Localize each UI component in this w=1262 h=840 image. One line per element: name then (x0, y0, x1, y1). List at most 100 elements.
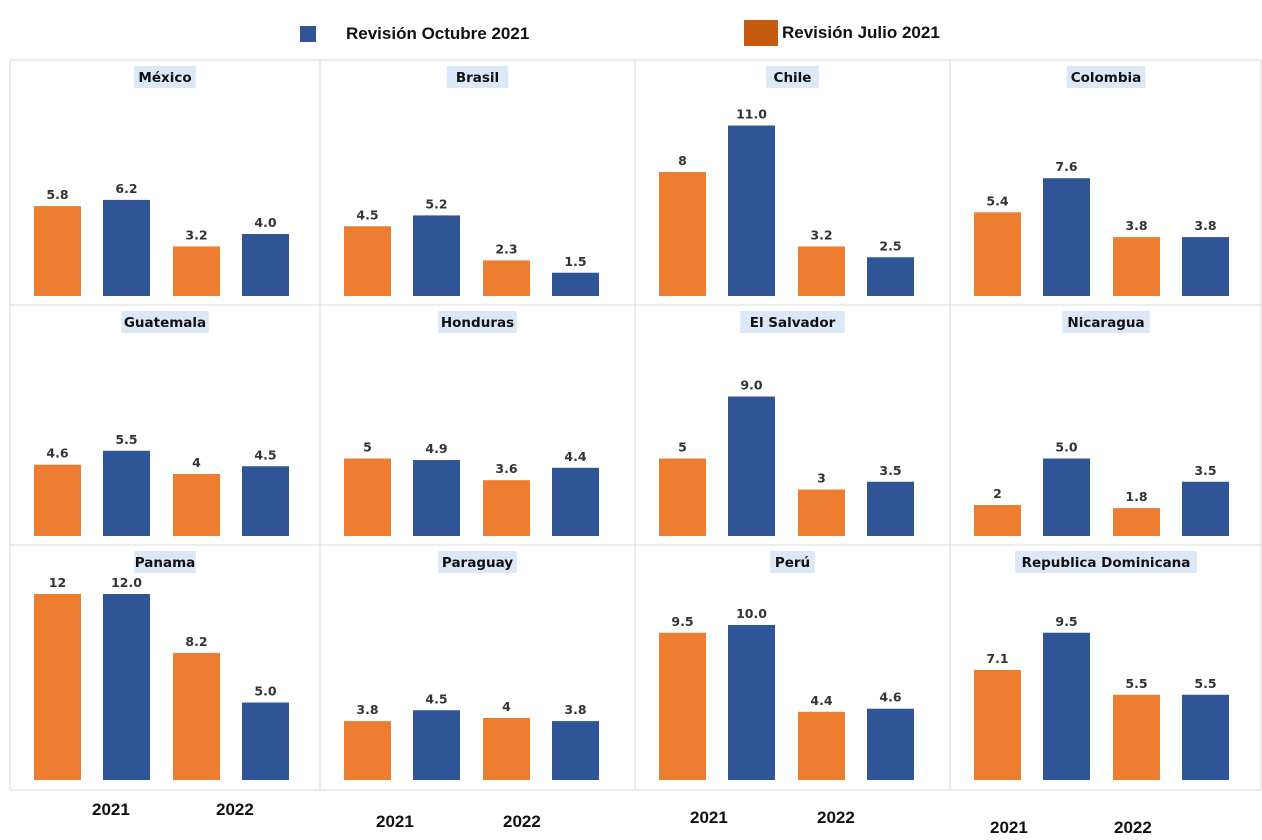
bar-2022-octubre (242, 466, 289, 536)
chart-title-background (770, 551, 815, 573)
data-label: 10.0 (736, 606, 767, 621)
data-label: 3.8 (564, 702, 586, 717)
chart-title: Paraguay (442, 555, 513, 571)
data-label: 4.0 (254, 215, 276, 230)
bar-2021-julio (974, 505, 1021, 536)
chart-title-background (1066, 66, 1146, 88)
data-label: 6.2 (115, 181, 137, 196)
bar-2021-octubre (413, 460, 460, 536)
x-axis-year-label: 2021 (92, 800, 130, 819)
bar-2022-octubre (867, 257, 914, 296)
bar-2021-julio (659, 172, 706, 296)
x-axis-year-label: 2021 (690, 808, 728, 827)
bar-2021-octubre (728, 125, 775, 296)
legend-item-julio: Revisión Julio 2021 (744, 20, 940, 46)
bar-2022-octubre (1182, 481, 1229, 536)
chart-panel-chile: Chile 8 11.0 3.2 2.5 (659, 66, 914, 296)
bar-2021-julio (344, 721, 391, 780)
data-label: 7.1 (986, 651, 1008, 666)
legend: Revisión Octubre 2021 Revisión Julio 202… (0, 0, 1262, 60)
bar-2022-octubre (242, 702, 289, 780)
chart-title: México (138, 70, 191, 86)
data-label: 5.5 (115, 432, 137, 447)
data-label: 3.8 (1194, 218, 1216, 233)
data-label: 12.0 (111, 575, 142, 590)
bar-2021-octubre (728, 396, 775, 536)
bar-2022-octubre (867, 708, 914, 780)
data-label: 4.6 (879, 690, 901, 705)
bar-2021-julio (344, 458, 391, 536)
data-label: 2.3 (495, 241, 517, 256)
data-label: 5 (678, 440, 687, 455)
chart-title: Republica Dominicana (1022, 555, 1191, 571)
bar-2022-octubre (242, 234, 289, 296)
chart-panel-el-salvador: El Salvador 5 9.0 3 3.5 (659, 311, 914, 536)
bar-2021-julio (659, 632, 706, 780)
x-axis-year-label: 2021 (990, 818, 1028, 837)
chart-title-background (438, 311, 517, 333)
bar-2021-octubre (103, 199, 150, 296)
chart-title: El Salvador (750, 315, 836, 331)
data-label: 12 (49, 575, 66, 590)
data-label: 5.0 (1055, 440, 1077, 455)
data-label: 4.5 (425, 691, 447, 706)
bar-2022-octubre (1182, 237, 1229, 296)
data-label: 4.4 (564, 449, 586, 464)
chart-title: Perú (775, 555, 810, 571)
data-label: 3.8 (356, 702, 378, 717)
data-label: 4.5 (356, 207, 378, 222)
chart-panel-colombia: Colombia 5.4 7.6 3.8 3.8 (974, 66, 1229, 296)
bar-2022-julio (483, 480, 530, 536)
chart-title: Nicaragua (1067, 315, 1144, 331)
data-label: 5.5 (1125, 676, 1147, 691)
legend-item-octubre: Revisión Octubre 2021 (300, 24, 529, 44)
bar-2021-octubre (1043, 458, 1090, 536)
data-label: 7.6 (1055, 159, 1077, 174)
bar-2021-octubre (728, 625, 775, 780)
bar-2021-julio (34, 464, 81, 536)
bar-2022-julio (173, 474, 220, 536)
bar-2022-julio (483, 260, 530, 296)
data-label: 3 (817, 471, 826, 486)
x-axis-year-label: 2022 (503, 812, 541, 831)
bar-2022-julio (798, 711, 845, 780)
chart-panel-republica-dominicana: Republica Dominicana 7.1 9.5 5.5 5.5 (974, 551, 1229, 780)
bar-2022-julio (1113, 237, 1160, 296)
data-label: 4.9 (425, 441, 447, 456)
bar-2021-julio (34, 206, 81, 296)
bar-2021-octubre (1043, 632, 1090, 780)
bar-2021-julio (974, 212, 1021, 296)
chart-title: Guatemala (124, 315, 206, 331)
chart-panel-mexico: México 5.8 6.2 3.2 4.0 (34, 66, 289, 296)
bar-2022-octubre (552, 721, 599, 780)
bar-2022-julio (798, 489, 845, 536)
bar-2022-julio (173, 246, 220, 296)
chart-title: Panama (135, 555, 196, 571)
chart-title-background (1015, 551, 1197, 573)
x-axis-year-label: 2021 (376, 812, 414, 831)
chart-panel-peru: Perú 9.5 10.0 4.4 4.6 (659, 551, 914, 780)
data-label: 9.5 (1055, 614, 1077, 629)
legend-label-julio: Revisión Julio 2021 (782, 23, 940, 42)
data-label: 9.0 (740, 378, 762, 393)
data-label: 3.5 (879, 463, 901, 478)
bar-2022-julio (1113, 508, 1160, 536)
chart-title: Chile (774, 70, 812, 86)
data-label: 2 (993, 486, 1002, 501)
data-label: 4.6 (46, 446, 68, 461)
data-label: 4 (192, 455, 201, 470)
data-label: 5.8 (46, 187, 68, 202)
chart-title-background (740, 311, 845, 333)
x-axis-year-label: 2022 (1114, 818, 1152, 837)
chart-panel-panama: Panama 12 12.0 8.2 5.0 (34, 551, 289, 780)
legend-swatch-octubre (300, 26, 316, 42)
chart-title-background (438, 551, 517, 573)
legend-label-octubre: Revisión Octubre 2021 (346, 24, 530, 43)
bar-2021-julio (659, 458, 706, 536)
bar-2021-octubre (103, 450, 150, 536)
data-label: 3.5 (1194, 463, 1216, 478)
chart-title-background (121, 311, 209, 333)
bar-2022-julio (1113, 694, 1160, 780)
data-label: 8.2 (185, 634, 207, 649)
bar-2022-octubre (552, 272, 599, 296)
